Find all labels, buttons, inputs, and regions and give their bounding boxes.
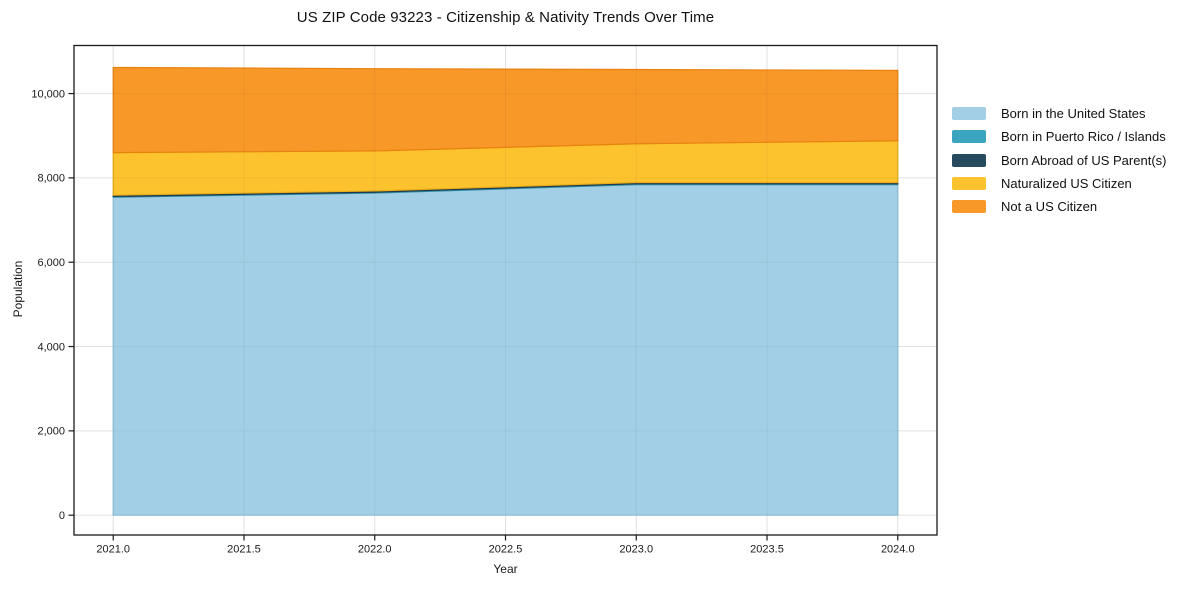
y-tick-label: 8,000 — [37, 173, 65, 185]
y-tick-label: 10,000 — [31, 88, 65, 100]
legend-item-naturalized: Naturalized US Citizen — [952, 172, 1166, 195]
x-tick-label: 2021.5 — [227, 544, 261, 556]
x-tick-label: 2023.5 — [750, 544, 784, 556]
legend-swatch-born-us-icon — [952, 107, 986, 121]
x-axis-label: Year — [493, 562, 518, 576]
chart-title: US ZIP Code 93223 - Citizenship & Nativi… — [296, 9, 715, 26]
x-tick-label: 2022.0 — [358, 544, 392, 556]
x-tick-label: 2024.0 — [881, 544, 915, 556]
y-tick-label: 2,000 — [37, 426, 65, 438]
area-not-a-us-citizen — [112, 66, 899, 154]
legend-swatch-naturalized-icon — [952, 177, 986, 191]
legend-swatch-born-abroad-icon — [952, 153, 986, 167]
y-tick-label: 6,000 — [37, 257, 65, 269]
legend-label-puerto-rico: Born in Puerto Rico / Islands — [1001, 129, 1166, 145]
legend-label-born-abroad: Born Abroad of US Parent(s) — [1001, 152, 1167, 168]
x-tick-label: 2022.5 — [489, 544, 523, 556]
legend-item-born-us: Born in the United States — [952, 102, 1166, 125]
legend-swatch-puerto-rico-icon — [952, 130, 986, 144]
legend-swatch-not-citizen-icon — [952, 200, 986, 214]
y-axis-label: Population — [11, 260, 25, 318]
legend-label-not-citizen: Not a US Citizen — [1001, 199, 1098, 215]
legend-item-born-abroad: Born Abroad of US Parent(s) — [952, 149, 1166, 172]
x-tick-label: 2023.0 — [619, 544, 653, 556]
legend-item-puerto-rico: Born in Puerto Rico / Islands — [952, 125, 1166, 148]
x-tick-label: 2021.0 — [96, 544, 130, 556]
legend-label-born-us: Born in the United States — [1001, 106, 1146, 122]
y-tick-label: 4,000 — [37, 341, 65, 353]
legend-item-not-citizen: Not a US Citizen — [952, 195, 1166, 218]
legend-label-naturalized: Naturalized US Citizen — [1001, 176, 1132, 192]
legend: Born in the United States Born in Puerto… — [952, 102, 1166, 218]
y-tick-label: 0 — [59, 510, 65, 522]
